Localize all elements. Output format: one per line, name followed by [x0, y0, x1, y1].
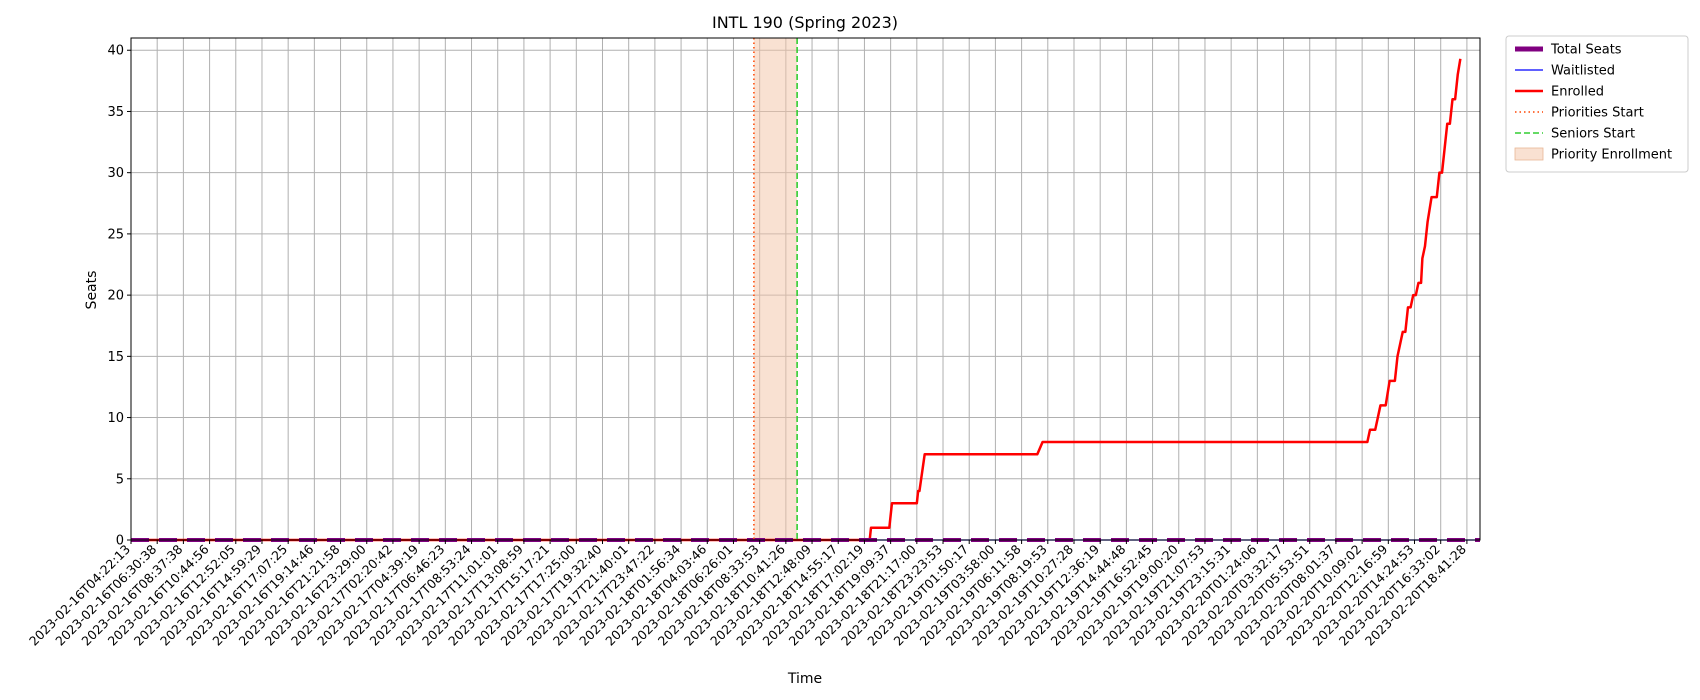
legend-label-seniors-start: Seniors Start — [1551, 127, 1635, 142]
chart-title: INTL 190 (Spring 2023) — [712, 13, 898, 32]
plot-frame — [130, 37, 1481, 541]
y-tick-label: 40 — [107, 44, 124, 59]
y-axis: 0 5 10 15 20 25 30 35 40 — [107, 44, 131, 549]
y-axis-label: Seats — [84, 271, 100, 310]
legend-label-total-seats: Total Seats — [1550, 43, 1622, 58]
y-tick-label: 20 — [107, 289, 124, 304]
grid — [130, 38, 1480, 541]
legend-label-priority-enrollment: Priority Enrollment — [1551, 148, 1672, 163]
legend-label-enrolled: Enrolled — [1551, 85, 1604, 100]
legend-label-priorities-start: Priorities Start — [1551, 106, 1644, 121]
y-tick-label: 0 — [116, 534, 124, 549]
y-tick-label: 5 — [116, 472, 124, 487]
priority-enrollment-band — [753, 38, 798, 540]
legend: Total Seats Waitlisted Enrolled Priorities … — [1505, 35, 1689, 173]
x-axis: 2023-02-16T04:22:132023-02-16T06:30:3820… — [26, 540, 1469, 649]
enrolled-line — [131, 58, 1462, 542]
y-tick-label: 10 — [107, 411, 124, 426]
y-tick-label: 25 — [107, 227, 124, 242]
legend-label-waitlisted: Waitlisted — [1551, 64, 1615, 79]
series-lines — [131, 58, 1480, 542]
y-tick-label: 15 — [107, 350, 124, 365]
x-axis-label: Time — [787, 671, 822, 687]
legend-box — [1505, 35, 1689, 173]
y-tick-label: 30 — [107, 166, 124, 181]
event-markers — [753, 38, 798, 540]
legend-swatch-priority-enrollment — [1514, 147, 1544, 161]
priority-enrollment-span — [753, 38, 798, 540]
y-tick-label: 35 — [107, 105, 124, 120]
